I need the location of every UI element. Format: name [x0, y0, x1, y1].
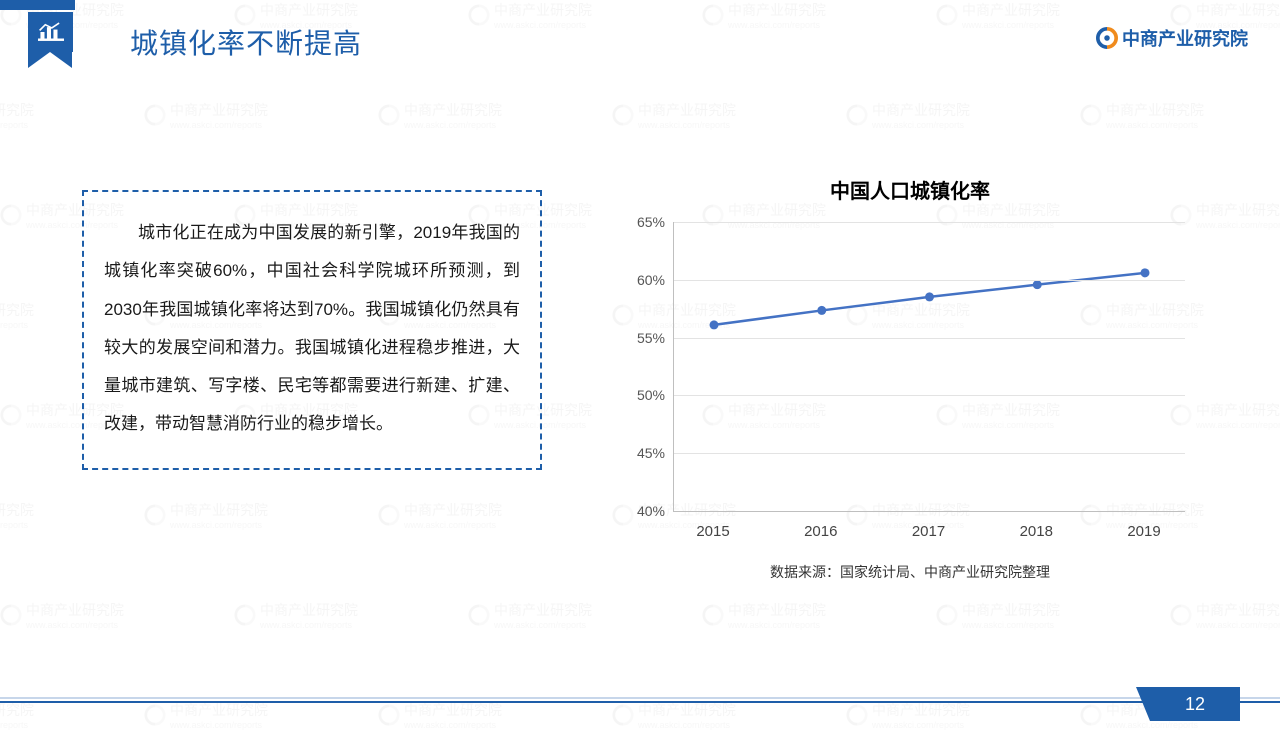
chart-gridline — [674, 280, 1185, 281]
footer-rule-light — [0, 697, 1280, 699]
chart-marker — [1141, 268, 1150, 277]
chart-y-label: 40% — [615, 503, 665, 519]
chart-gridline — [674, 338, 1185, 339]
footer-rule — [0, 697, 1280, 703]
footer-rule-dark — [0, 701, 1280, 703]
header-badge — [28, 12, 73, 52]
chart-caption: 数据来源：国家统计局、中商产业研究院整理 — [615, 562, 1205, 582]
brand-text: 中商产业研究院 — [1122, 25, 1248, 51]
page-number-tab: 12 — [1150, 687, 1240, 721]
chart-y-label: 50% — [615, 387, 665, 403]
header-accent-bar — [0, 0, 75, 10]
chart-gridline — [674, 395, 1185, 396]
chart-plot-area — [673, 222, 1185, 512]
chart-x-label: 2018 — [1020, 523, 1053, 540]
body-textbox: 城市化正在成为中国发展的新引擎，2019年我国的城镇化率突破60%，中国社会科学… — [82, 190, 542, 470]
line-chart: 40% 45% 50% 55% 60% 65% 2015 2016 2017 2018 2019 — [615, 212, 1205, 552]
chart-x-label: 2019 — [1127, 523, 1160, 540]
chart-marker — [817, 306, 826, 315]
brand-icon — [1096, 27, 1118, 49]
page-number: 12 — [1185, 694, 1205, 715]
chart-y-label: 65% — [615, 214, 665, 230]
chart-icon — [38, 22, 64, 42]
chart-gridline — [674, 453, 1185, 454]
chart-container: 中国人口城镇化率 40% 45% 50% 55% 60% 65% 2015 2016 2017 2… — [615, 175, 1205, 582]
header-ribbon-tail — [28, 52, 72, 68]
slide: 中商产业研究院www.askci.com/reports中商产业研究院www.a… — [0, 0, 1280, 731]
body-paragraph: 城市化正在成为中国发展的新引擎，2019年我国的城镇化率突破60%，中国社会科学… — [104, 214, 520, 444]
chart-marker — [710, 320, 719, 329]
chart-gridline — [674, 222, 1185, 223]
chart-svg — [674, 222, 1185, 511]
chart-y-label: 45% — [615, 445, 665, 461]
chart-y-label: 55% — [615, 330, 665, 346]
chart-marker — [1033, 280, 1042, 289]
chart-x-label: 2015 — [696, 523, 729, 540]
chart-x-label: 2016 — [804, 523, 837, 540]
brand-logo: 中商产业研究院 — [1096, 25, 1248, 51]
slide-title: 城镇化率不断提高 — [130, 22, 362, 62]
chart-marker — [925, 292, 934, 301]
chart-title: 中国人口城镇化率 — [615, 175, 1205, 204]
chart-y-label: 60% — [615, 272, 665, 288]
chart-x-label: 2017 — [912, 523, 945, 540]
